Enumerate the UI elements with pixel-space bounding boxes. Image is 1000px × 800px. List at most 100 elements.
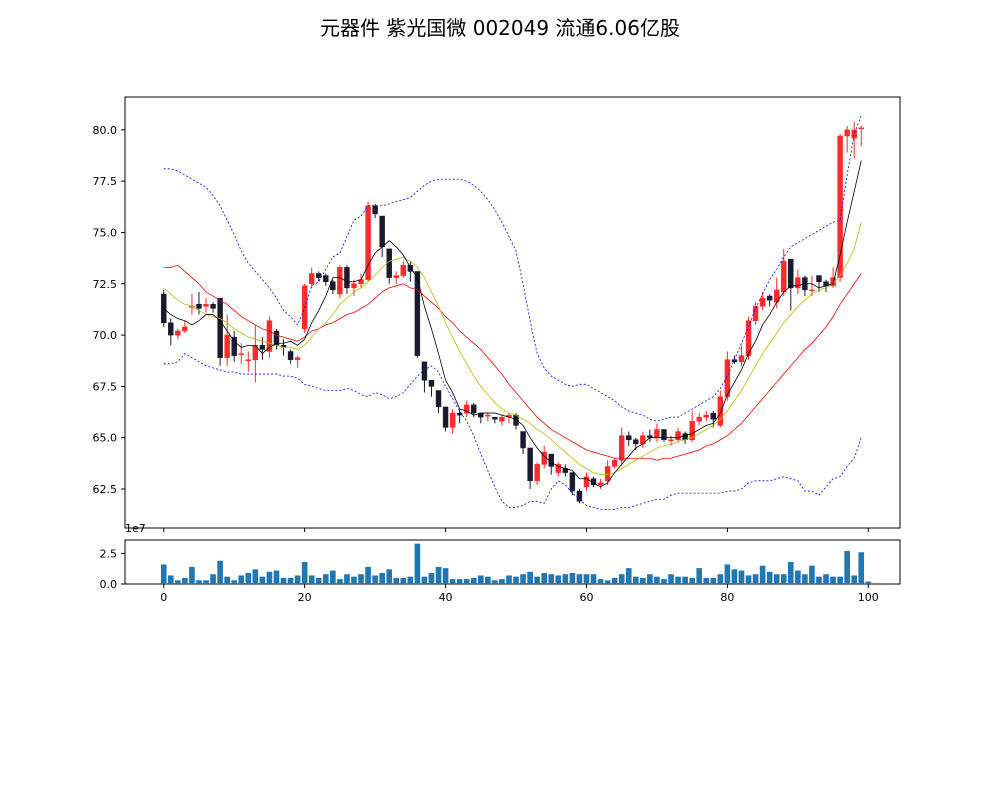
candle-body — [266, 320, 273, 352]
volume-bar — [576, 574, 583, 584]
volume-bar — [287, 577, 294, 584]
volume-bar — [273, 570, 280, 584]
volume-bar — [604, 580, 611, 584]
volume-bar — [696, 568, 703, 584]
volume-bar — [322, 574, 329, 584]
candle-body — [858, 127, 864, 130]
volume-bar — [710, 577, 717, 584]
volume-bar — [196, 580, 202, 584]
candle-body — [710, 412, 717, 420]
candle-body — [809, 289, 815, 292]
volume-bar — [330, 570, 336, 584]
volume-bar — [675, 576, 681, 584]
candle-body — [323, 275, 329, 282]
volume-bar — [210, 574, 216, 584]
candle-body — [626, 435, 632, 440]
price-ytick-label: 77.5 — [93, 175, 118, 188]
volume-xtick-label: 40 — [439, 591, 453, 604]
candle-body — [337, 267, 343, 295]
candle-body — [781, 260, 787, 293]
candle-body — [316, 273, 322, 278]
volume-bar — [189, 566, 195, 584]
volume-bar — [449, 579, 456, 584]
volume-bar — [421, 576, 428, 584]
volume-bar — [548, 574, 555, 584]
volume-bar — [470, 577, 477, 584]
volume-xtick-label: 20 — [298, 591, 312, 604]
volume-bar — [795, 570, 801, 584]
candle-body — [259, 345, 266, 350]
volume-bar — [294, 575, 301, 584]
candle-body — [555, 464, 562, 473]
candle-body — [442, 406, 449, 428]
candle-body — [745, 320, 752, 356]
candle-body — [217, 297, 223, 358]
candle-body — [830, 277, 836, 287]
candle-body — [534, 464, 540, 482]
volume-bar — [167, 575, 174, 584]
candle-body — [294, 357, 301, 360]
volume-bar — [407, 576, 414, 584]
price-ytick-label: 67.5 — [93, 380, 118, 393]
volume-xtick-label: 60 — [579, 591, 593, 604]
volume-bar — [773, 574, 780, 584]
volume-bar — [301, 562, 308, 584]
volume-bar — [597, 579, 604, 584]
candle-body — [308, 273, 315, 285]
candle-body — [463, 404, 470, 414]
candle-body — [393, 275, 399, 278]
candle-body — [689, 421, 695, 440]
candle-body — [203, 304, 209, 307]
volume-bar — [372, 575, 378, 584]
volume-bar — [160, 564, 167, 584]
volume-bar — [224, 576, 230, 584]
candle-body — [633, 439, 639, 445]
volume-bar — [816, 576, 822, 584]
candle-body — [569, 472, 576, 492]
candle-body — [379, 215, 385, 248]
volume-bar — [654, 576, 660, 584]
candle-body — [435, 390, 442, 408]
candle-body — [407, 265, 414, 272]
candle-body — [654, 429, 660, 438]
volume-bar — [435, 566, 442, 584]
candle-body — [795, 277, 801, 289]
volume-bar — [562, 574, 569, 584]
volume-bar — [506, 575, 512, 584]
candle-body — [471, 404, 477, 414]
volume-bar — [428, 573, 435, 584]
candle-body — [738, 355, 745, 363]
volume-bar — [344, 574, 350, 584]
volume-bar — [520, 574, 526, 584]
candle-body — [485, 414, 491, 417]
price-ytick-label: 72.5 — [93, 278, 118, 291]
candle-body — [231, 336, 237, 356]
volume-bar — [513, 576, 519, 584]
boll-lower-line — [163, 353, 862, 510]
candle-body — [759, 297, 766, 307]
candle-body — [330, 281, 336, 291]
candle-body — [724, 359, 731, 397]
volume-xtick-label: 100 — [858, 591, 879, 604]
price-ytick-label: 65.0 — [93, 432, 118, 445]
candle-body — [456, 412, 463, 416]
boll-upper-line — [163, 115, 862, 422]
volume-bar — [266, 571, 273, 584]
volume-bar — [661, 579, 667, 584]
candle-body — [618, 435, 625, 461]
volume-bar — [858, 552, 865, 584]
volume-bar — [590, 574, 597, 584]
volume-bar — [640, 577, 646, 584]
volume-bar — [238, 575, 245, 584]
candle-body — [210, 304, 216, 309]
candle-body — [344, 267, 350, 289]
volume-ytick-label: 0.0 — [100, 578, 118, 591]
candle-body — [611, 460, 618, 467]
candle-body — [449, 412, 456, 428]
volume-bar — [647, 574, 653, 584]
candle-body — [168, 322, 174, 336]
candle-body — [182, 326, 188, 332]
volume-xtick-label: 0 — [160, 591, 167, 604]
volume-bar — [280, 577, 287, 584]
candle-body — [766, 295, 773, 301]
